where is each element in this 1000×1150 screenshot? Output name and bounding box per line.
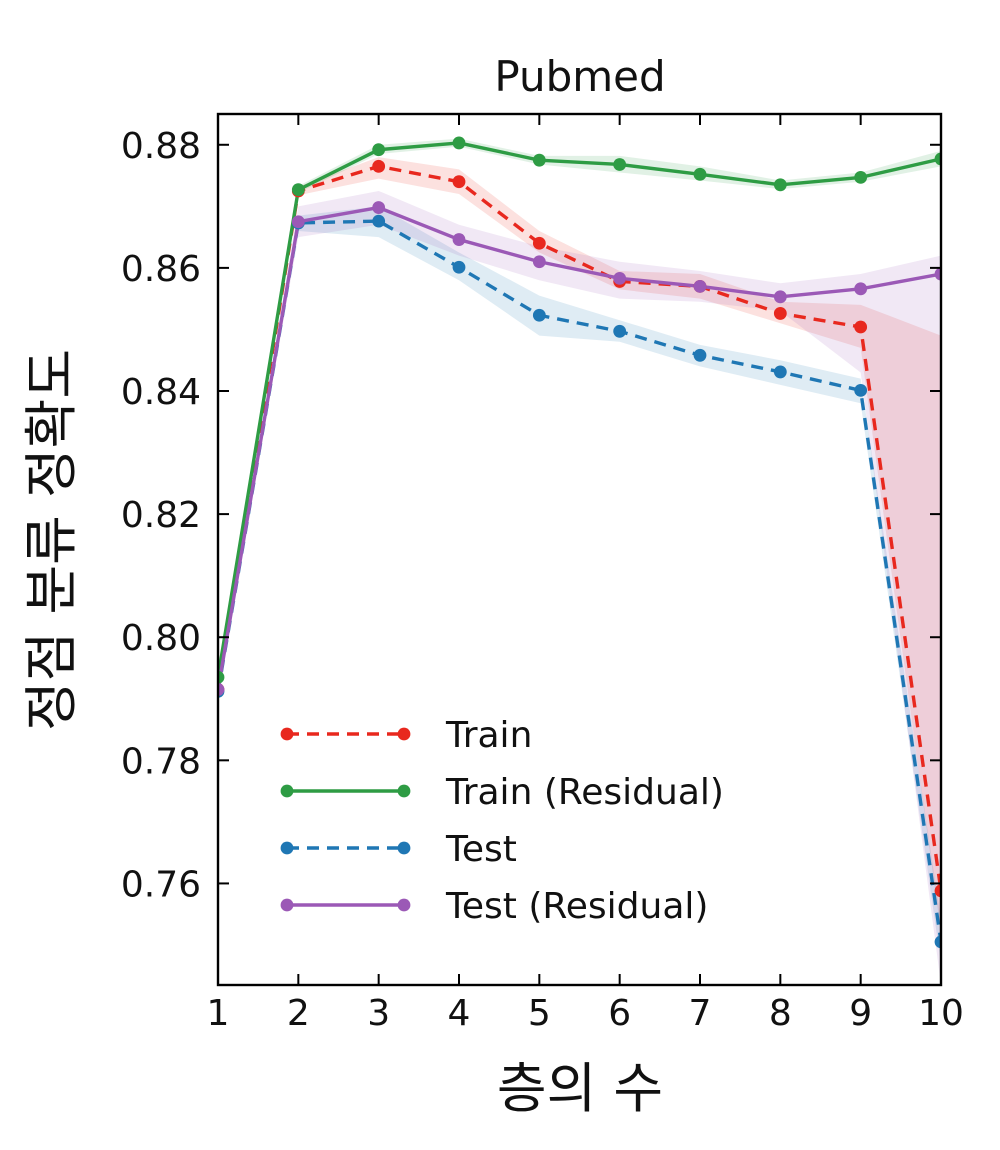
point-series-3-10 <box>934 267 941 281</box>
y-tick-label-0.88: 0.88 <box>121 126 201 167</box>
point-series-3-2 <box>291 215 305 229</box>
y-tick-label-0.82: 0.82 <box>121 495 201 536</box>
point-series-2-6 <box>613 324 627 338</box>
point-series-0-5 <box>532 236 546 250</box>
x-tick-label-10: 10 <box>918 993 964 1034</box>
point-series-1-6 <box>613 158 627 171</box>
legend-item-3: Test (Residual) <box>280 886 708 927</box>
legend-item-1: Train (Residual) <box>280 772 724 813</box>
legend-marker-start-1 <box>280 784 294 798</box>
point-series-2-3 <box>372 214 386 228</box>
point-series-3-7 <box>693 279 707 293</box>
legend-marker-start-3 <box>280 898 294 912</box>
y-tick-label-0.84: 0.84 <box>121 372 201 413</box>
legend: Train Train (Residual) Test Test (Residual) <box>280 715 724 927</box>
legend-marker-end-2 <box>397 841 411 855</box>
point-series-1-2 <box>291 183 305 197</box>
x-axis-label: 층의 수 <box>497 1057 663 1120</box>
x-tick-label-6: 6 <box>608 993 631 1034</box>
legend-label-1: Train (Residual) <box>445 772 724 813</box>
legend-label-0: Train <box>445 715 532 756</box>
legend-marker-end-1 <box>397 784 411 798</box>
line-series-0 <box>218 164 941 892</box>
chart-title: Pubmed <box>494 52 665 101</box>
series-lines <box>218 141 941 943</box>
point-series-2-10 <box>934 935 941 949</box>
point-series-3-1 <box>218 683 225 696</box>
point-series-2-9 <box>854 383 868 397</box>
line-series-3 <box>218 205 941 690</box>
x-tick-label-4: 4 <box>448 993 471 1034</box>
line-series-1 <box>218 141 941 678</box>
legend-item-0: Train <box>280 715 532 756</box>
point-series-2-7 <box>693 348 707 362</box>
point-series-3-9 <box>854 282 868 296</box>
point-series-3-4 <box>452 233 466 246</box>
axis-ticks: 1 2 3 4 5 6 7 8 9 10 0.76 0.78 0.80 0.82 0.84 0.86 0.88 <box>121 114 964 1034</box>
point-series-0-3 <box>372 159 386 173</box>
point-series-2-8 <box>773 365 787 379</box>
point-series-1-5 <box>532 153 546 167</box>
y-axis-label: 정점 분류 정확도 <box>20 349 83 731</box>
y-tick-label-0.86: 0.86 <box>121 249 201 290</box>
x-tick-label-8: 8 <box>769 993 792 1034</box>
y-tick-label-0.80: 0.80 <box>121 618 201 659</box>
point-series-1-7 <box>693 167 707 181</box>
plot-area: 1 2 3 4 5 6 7 8 9 10 0.76 0.78 0.80 0.82 0.84 0.86 0.88 T… <box>121 112 964 1034</box>
legend-label-2: Test <box>445 829 517 870</box>
point-series-0-9 <box>854 320 868 334</box>
plot-frame <box>216 112 943 987</box>
point-series-3-6 <box>613 271 627 285</box>
x-tick-label-1: 1 <box>207 993 230 1034</box>
point-series-1-3 <box>372 143 386 157</box>
point-series-0-10 <box>934 884 941 898</box>
legend-item-2: Test <box>280 829 517 870</box>
point-series-1-4 <box>452 136 466 150</box>
x-tick-label-3: 3 <box>367 993 390 1034</box>
x-tick-label-2: 2 <box>287 993 310 1034</box>
y-tick-label-0.78: 0.78 <box>121 741 201 782</box>
point-series-2-5 <box>532 308 546 322</box>
point-series-3-8 <box>773 290 787 304</box>
legend-marker-start-2 <box>280 841 294 855</box>
point-series-0-4 <box>452 175 466 189</box>
legend-marker-end-3 <box>397 898 411 912</box>
point-series-1-8 <box>773 178 787 192</box>
point-series-1-10 <box>934 152 941 166</box>
legend-marker-end-0 <box>397 727 411 741</box>
x-tick-label-5: 5 <box>528 993 551 1034</box>
legend-label-3: Test (Residual) <box>445 886 708 927</box>
x-tick-label-9: 9 <box>849 993 872 1034</box>
legend-marker-start-0 <box>280 727 294 741</box>
y-tick-label-0.76: 0.76 <box>121 864 201 905</box>
point-series-3-3 <box>372 201 386 214</box>
point-series-2-4 <box>452 260 466 274</box>
point-series-3-5 <box>532 255 546 269</box>
point-series-1-1 <box>218 670 225 684</box>
line-series-2 <box>218 219 941 943</box>
point-series-0-8 <box>773 307 787 320</box>
point-series-1-9 <box>854 171 868 184</box>
series-markers <box>218 136 941 949</box>
x-tick-label-7: 7 <box>689 993 712 1034</box>
